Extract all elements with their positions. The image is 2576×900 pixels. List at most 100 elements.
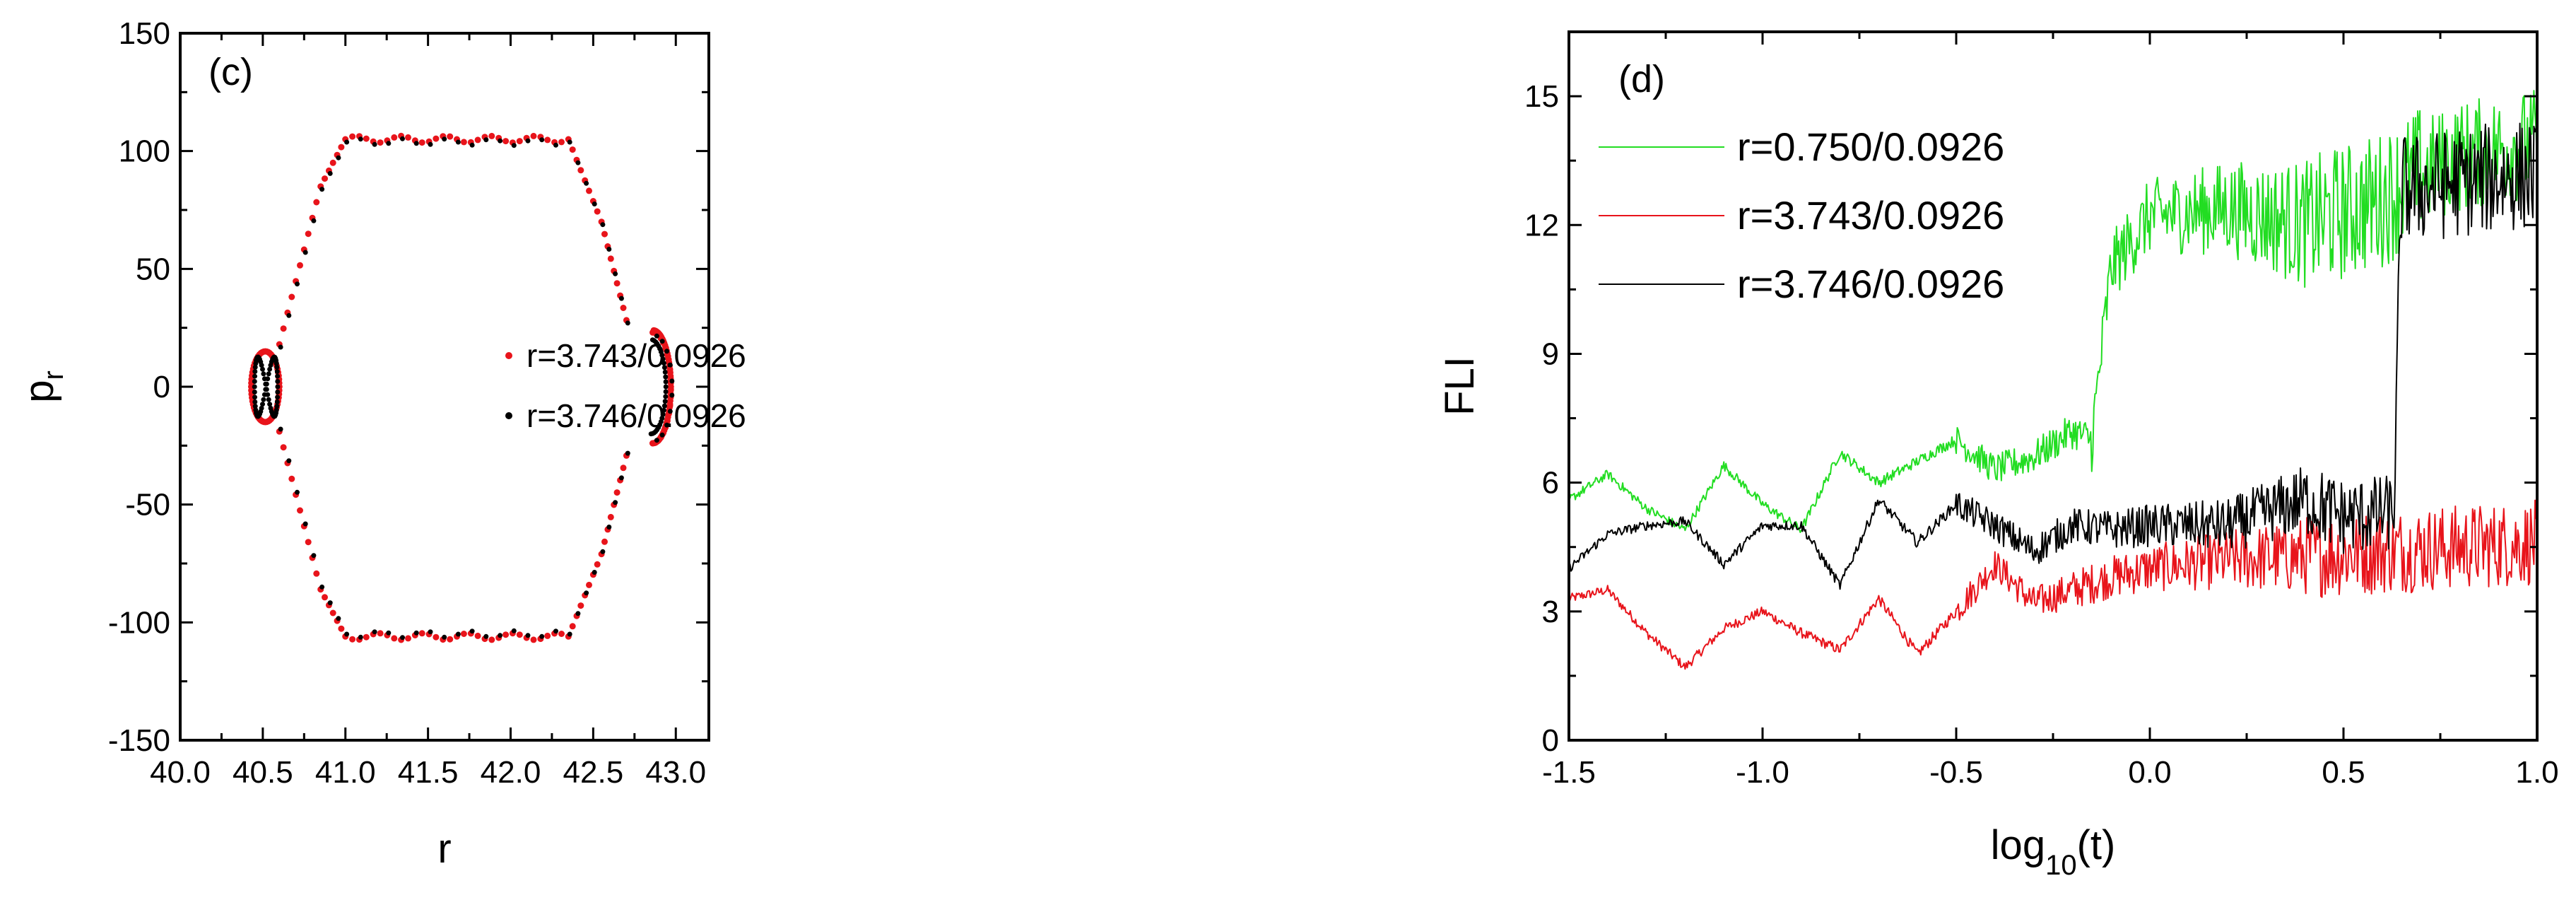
point-r-3746 <box>613 500 618 505</box>
x-tick-label: 0.0 <box>2128 755 2171 790</box>
point-r-3746 <box>261 397 266 402</box>
point-r-3743 <box>620 464 627 472</box>
point-r-3743 <box>349 636 356 643</box>
panel-c-y-axis-title: pr <box>16 370 69 403</box>
point-r-3743 <box>601 538 608 545</box>
point-r-3743 <box>280 444 287 451</box>
point-r-3746 <box>592 570 597 575</box>
panel-c-label: (c) <box>208 51 253 93</box>
y-tick-label: 0 <box>1542 723 1559 758</box>
point-r-3743 <box>502 631 510 638</box>
point-r-3743 <box>558 631 565 637</box>
y-tick-label: 12 <box>1524 208 1559 242</box>
panel-d-ticks: -1.5 -1.0 -0.5 0.0 0.5 1.0 0 3 6 9 12 15 <box>1524 32 2559 790</box>
x-tick-label: 1.0 <box>2515 755 2558 790</box>
point-r-3746 <box>667 409 673 414</box>
point-r-3743 <box>377 630 384 637</box>
panel-d-x-axis-title-base: log <box>1991 822 2045 868</box>
panel-d-y-axis-title: FLI <box>1437 356 1483 416</box>
point-r-3746 <box>428 629 433 635</box>
y-tick-label: -100 <box>108 605 170 640</box>
point-r-3746 <box>469 142 475 148</box>
point-r-3746 <box>260 402 265 407</box>
point-r-3746 <box>660 356 666 362</box>
series-line-1 <box>1569 499 2537 670</box>
point-r-3746 <box>327 600 333 606</box>
point-r-3743 <box>322 175 328 182</box>
point-r-3743 <box>558 139 565 146</box>
point-r-3746 <box>663 389 669 395</box>
legend-entry-r-3743: r=3.743/0.0926 <box>1737 193 2004 238</box>
point-r-3746 <box>664 422 670 428</box>
point-r-3746 <box>311 553 317 559</box>
point-r-3746 <box>553 629 558 634</box>
point-r-3743 <box>530 636 537 643</box>
point-r-3743 <box>297 507 303 514</box>
legend-entry-r-3743: r=3.743/0.0926 <box>527 337 746 374</box>
point-r-3746 <box>260 366 265 372</box>
point-r-3746 <box>654 438 659 443</box>
point-r-3743 <box>516 138 523 145</box>
legend-entry-r-3746: r=3.746/0.0926 <box>1737 262 2004 306</box>
point-r-3746 <box>584 590 589 596</box>
point-r-3746 <box>661 361 666 366</box>
point-r-3746 <box>659 432 665 438</box>
point-r-3746 <box>295 281 300 287</box>
point-r-3746 <box>625 450 630 456</box>
legend-marker-r-3743 <box>505 352 512 359</box>
point-r-3743 <box>460 139 467 146</box>
x-tick-label: 40.5 <box>233 755 293 790</box>
point-r-3746 <box>498 633 503 638</box>
point-r-3746 <box>372 629 377 635</box>
legend-marker-r-3746 <box>505 412 512 419</box>
x-tick-label: 43.0 <box>645 755 706 790</box>
point-r-3746 <box>252 369 258 374</box>
point-r-3746 <box>442 136 447 142</box>
point-r-3746 <box>252 379 257 384</box>
point-r-3743 <box>338 625 345 632</box>
point-r-3746 <box>265 392 271 397</box>
point-r-3746 <box>669 378 675 384</box>
point-r-3746 <box>311 218 317 223</box>
point-r-3743 <box>544 632 551 639</box>
series-line-0 <box>1569 90 2537 533</box>
point-r-3746 <box>344 631 350 637</box>
x-tick-label: 0.5 <box>2322 755 2365 790</box>
x-tick-label: 42.0 <box>481 755 541 790</box>
panel-d-x-axis-title-subscript: 10 <box>2045 850 2077 881</box>
point-r-3746 <box>413 630 419 636</box>
point-r-3746 <box>663 374 669 380</box>
point-r-3743 <box>313 199 320 206</box>
point-r-3743 <box>391 134 398 141</box>
point-r-3746 <box>511 628 517 633</box>
y-tick-label: -150 <box>108 723 170 758</box>
point-r-3746 <box>455 631 461 637</box>
point-r-3743 <box>329 159 336 166</box>
point-r-3746 <box>413 141 419 146</box>
point-r-3746 <box>662 369 668 375</box>
point-r-3743 <box>433 633 440 641</box>
point-r-3746 <box>584 180 589 186</box>
panel-c-y-axis-title-base: p <box>16 380 62 403</box>
point-r-3746 <box>498 138 503 144</box>
point-r-3746 <box>539 633 545 639</box>
point-r-3746 <box>358 136 363 142</box>
point-r-3746 <box>659 339 665 344</box>
panel-c-ticks: 40.0 40.5 41.0 41.5 42.0 42.5 43.0 -150 -100 -50 0… <box>108 16 709 790</box>
point-r-3743 <box>530 132 537 139</box>
point-r-3743 <box>305 230 312 238</box>
point-r-3746 <box>654 333 659 339</box>
point-r-3746 <box>663 384 669 390</box>
y-tick-label: 50 <box>136 252 170 286</box>
point-r-3746 <box>267 402 273 407</box>
point-r-3746 <box>455 139 461 145</box>
point-r-3746 <box>344 139 350 145</box>
x-tick-label: -0.5 <box>1929 755 1983 790</box>
point-r-3743 <box>349 133 356 140</box>
point-r-3743 <box>288 475 295 482</box>
point-r-3746 <box>662 399 668 404</box>
point-r-3746 <box>261 371 266 377</box>
point-r-3746 <box>613 271 618 276</box>
point-r-3746 <box>275 395 281 400</box>
